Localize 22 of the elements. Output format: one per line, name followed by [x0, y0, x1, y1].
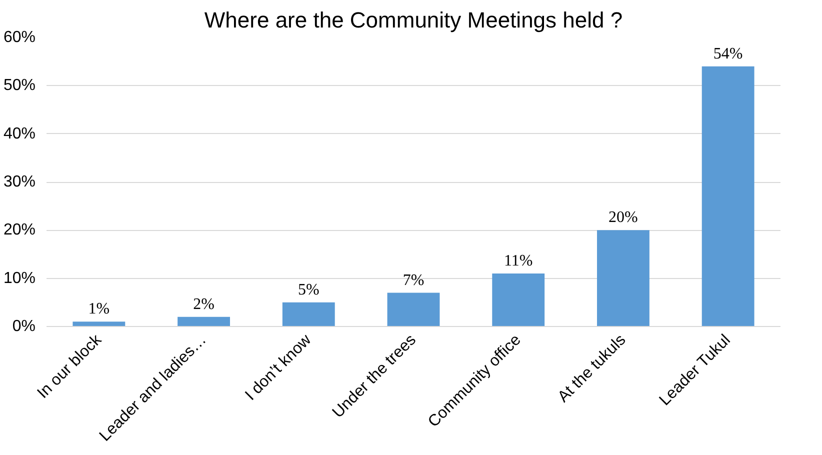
data-label: 7%	[402, 272, 424, 289]
bar	[702, 66, 754, 326]
data-label: 11%	[504, 252, 533, 270]
y-tick-label: 50%	[3, 77, 36, 94]
y-tick-label: 30%	[3, 174, 36, 190]
y-tick-label: 0%	[12, 318, 36, 335]
y-tick-label: 60%	[3, 29, 36, 46]
bar	[597, 230, 650, 326]
bar	[72, 322, 126, 326]
data-label: 2%	[193, 296, 214, 313]
bar	[387, 292, 440, 326]
bar	[282, 302, 335, 326]
data-label: 54%	[713, 45, 743, 62]
y-tick-label: 40%	[3, 125, 36, 142]
bar	[178, 316, 230, 326]
y-tick-label: 10%	[3, 270, 36, 287]
data-label: 1%	[88, 300, 110, 318]
data-label: 20%	[608, 209, 638, 226]
y-tick-label: 20%	[3, 222, 36, 239]
bar	[492, 274, 545, 326]
chart-title: Where are the Community Meetings held ?	[204, 8, 623, 32]
data-label: 5%	[298, 281, 320, 298]
